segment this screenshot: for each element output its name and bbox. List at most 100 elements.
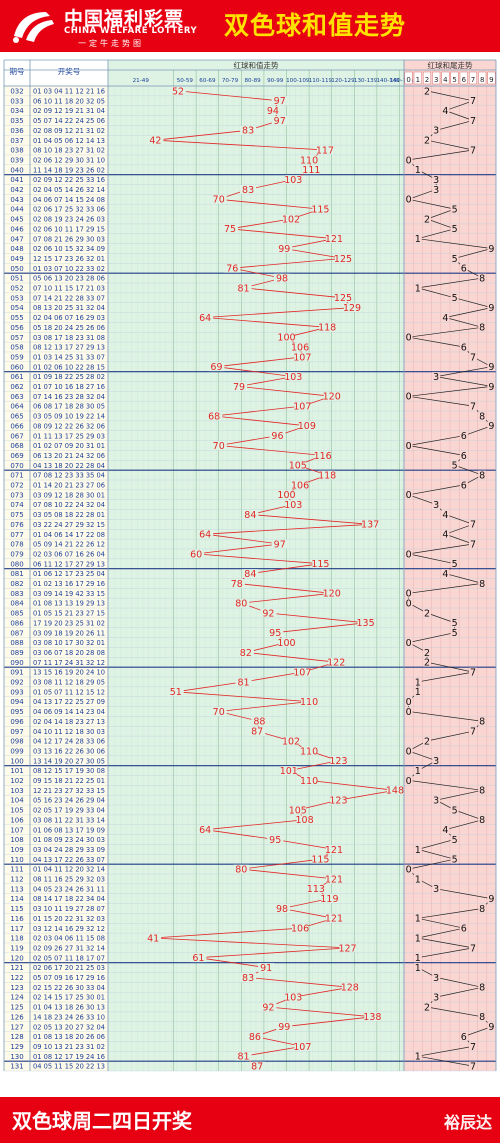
numbers-cell: 04 06 09 14 14 23 04	[33, 708, 105, 716]
tail-label-backdrop	[450, 460, 459, 470]
sum-label-backdrop	[330, 756, 347, 766]
sum-value-label: 82	[240, 648, 252, 659]
period-cell: 076	[10, 521, 24, 529]
tail-label-backdrop	[404, 391, 413, 401]
numbers-cell: 04 13 17 22 26 33 07	[33, 856, 105, 864]
sum-value-label: 107	[293, 402, 311, 413]
period-cell: 094	[10, 698, 24, 706]
numbers-cell: 01 03 07 10 22 33 02	[33, 265, 105, 273]
sum-value-label: 110	[300, 697, 318, 708]
tail-label-backdrop	[469, 539, 477, 549]
sum-label-backdrop	[260, 1002, 277, 1012]
tail-value-label: 0	[406, 638, 412, 649]
numbers-cell: 01 04 13 18 26 30 13	[33, 1004, 105, 1012]
period-cell: 049	[10, 255, 23, 263]
sum-label-backdrop	[233, 864, 250, 874]
numbers-column-header: 开奖号	[58, 66, 81, 76]
numbers-cell: 07 14 16 23 28 32 04	[33, 393, 105, 401]
tail-label-backdrop	[450, 224, 459, 234]
sum-value-label: 106	[291, 342, 309, 353]
sum-label-backdrop	[273, 904, 290, 913]
tail-digit-label: 5	[452, 76, 456, 84]
period-cell: 116	[10, 915, 24, 923]
numbers-cell: 03 09 18 19 20 26 11	[33, 629, 105, 637]
numbers-cell: 01 04 05 06 12 14 13	[33, 137, 105, 145]
sum-value-label: 116	[314, 451, 332, 462]
tail-label-backdrop	[459, 1032, 468, 1041]
sum-label-backdrop	[242, 569, 259, 578]
tail-value-label: 8	[479, 470, 485, 481]
tail-value-label: 8	[479, 717, 485, 728]
period-cell: 057	[10, 334, 23, 342]
sum-label-backdrop	[278, 638, 295, 647]
tail-value-label: 1	[415, 687, 421, 698]
sum-label-backdrop	[210, 707, 227, 716]
sum-value-label: 87	[251, 1061, 263, 1072]
period-cell: 062	[10, 383, 23, 391]
tail-value-label: 3	[433, 884, 439, 895]
tail-digit-label: 4	[443, 76, 448, 84]
tail-label-backdrop	[459, 263, 468, 273]
tail-label-backdrop	[404, 776, 413, 785]
tail-value-label: 5	[452, 224, 458, 235]
sum-label-backdrop	[316, 145, 333, 155]
tail-value-label: 5	[452, 805, 458, 816]
tail-value-label: 3	[433, 175, 439, 186]
tail-label-backdrop	[413, 953, 422, 963]
tail-label-backdrop	[487, 894, 496, 904]
sum-value-label: 107	[293, 352, 311, 363]
sum-label-backdrop	[197, 825, 214, 835]
period-cell: 060	[10, 363, 23, 371]
tail-label-backdrop	[413, 963, 422, 972]
sum-label-backdrop	[325, 874, 342, 884]
numbers-cell: 12 15 17 23 26 32 01	[33, 255, 105, 263]
tail-label-backdrop	[432, 372, 441, 381]
sum-value-label: 91	[260, 963, 272, 974]
sum-value-label: 103	[284, 993, 302, 1004]
period-cell: 045	[10, 216, 23, 224]
sum-value-label: 121	[325, 874, 343, 885]
period-cell: 103	[10, 787, 23, 795]
period-cell: 119	[10, 944, 23, 952]
sum-value-label: 103	[284, 500, 302, 511]
sum-label-backdrop	[197, 529, 214, 539]
sum-label-backdrop	[296, 815, 313, 825]
tail-value-label: 3	[433, 126, 439, 137]
period-cell: 080	[10, 560, 23, 568]
period-cell: 124	[10, 994, 24, 1002]
period-cell: 084	[10, 600, 24, 608]
sum-value-label: 96	[271, 431, 283, 442]
logo-english-text: CHINA WELFARE LOTTERY	[64, 26, 198, 36]
tail-value-label: 0	[406, 441, 412, 452]
sum-label-backdrop	[145, 933, 162, 943]
sum-label-backdrop	[283, 736, 300, 746]
sum-label-backdrop	[276, 244, 293, 253]
period-cell: 068	[10, 442, 23, 450]
sum-value-label: 123	[329, 756, 347, 767]
numbers-cell: 01 02 13 16 17 29 16	[33, 580, 105, 588]
numbers-cell: 05 06 13 20 23 28 06	[33, 275, 105, 283]
sum-label-backdrop	[280, 766, 297, 775]
numbers-cell: 01 03 14 25 31 33 07	[33, 353, 105, 361]
sum-value-label: 95	[269, 628, 281, 639]
tail-label-backdrop	[487, 244, 496, 253]
tail-value-label: 8	[479, 815, 485, 826]
numbers-cell: 03 10 11 19 27 28 07	[33, 905, 105, 913]
tail-value-label: 6	[461, 431, 467, 442]
tail-value-label: 9	[488, 421, 494, 432]
sum-value-label: 83	[242, 126, 254, 137]
tail-digit-cell	[422, 71, 432, 85]
period-cell: 125	[10, 1004, 23, 1012]
sum-label-backdrop	[364, 1012, 381, 1022]
tail-value-label: 7	[470, 1061, 476, 1072]
sum-value-label: 70	[213, 441, 225, 452]
tail-label-backdrop	[423, 608, 431, 618]
tail-label-backdrop	[423, 214, 431, 224]
sum-value-label: 78	[231, 579, 243, 590]
period-cell: 100	[10, 757, 23, 765]
sum-value-label: 115	[311, 855, 329, 866]
sum-label-backdrop	[240, 185, 257, 194]
sum-label-backdrop	[267, 835, 284, 844]
tail-label-backdrop	[450, 835, 459, 844]
sum-label-backdrop	[235, 1051, 252, 1061]
